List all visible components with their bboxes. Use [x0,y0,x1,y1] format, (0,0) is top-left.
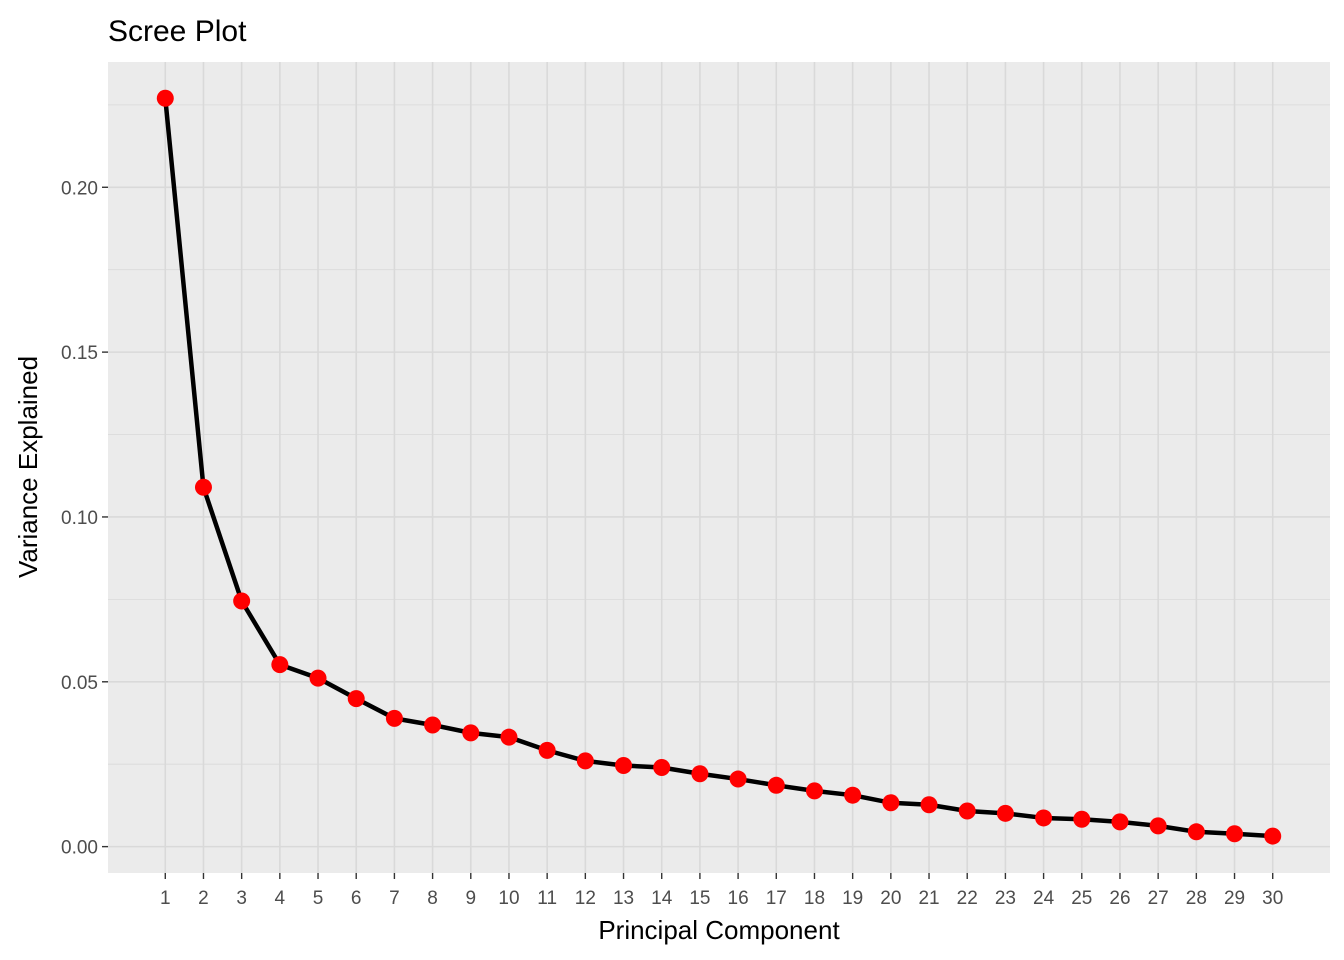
data-point [996,804,1014,822]
data-point [615,757,633,775]
y-tick-label: 0.05 [61,673,98,694]
x-tick-label: 21 [918,888,939,909]
data-point [194,478,212,496]
x-tick-label: 16 [728,888,749,909]
x-tick-label: 7 [389,888,400,909]
x-tick-label: 29 [1224,888,1245,909]
x-tick-label: 15 [689,888,710,909]
x-tick-label: 26 [1109,888,1130,909]
data-point [271,656,289,674]
x-tick-label: 14 [651,888,673,909]
y-tick-label: 0.10 [61,508,98,529]
data-point [309,669,327,687]
data-point [1073,810,1091,828]
x-tick-label: 12 [575,888,596,909]
data-point [920,796,938,814]
data-point [576,752,594,770]
x-tick-label: 28 [1186,888,1207,909]
data-point [462,724,480,742]
x-tick-label: 22 [957,888,978,909]
data-point [156,89,174,107]
data-point [1111,813,1129,831]
data-point [233,592,251,610]
axes: 0.000.050.100.150.201 2 3 4 5 6 7 8 9 10 11 12 13 14 1… [61,178,1283,909]
data-point [385,709,403,727]
data-point [767,776,785,794]
data-point [1264,827,1282,845]
y-tick-label: 0.15 [61,343,98,364]
data-point [805,782,823,800]
x-tick-label: 8 [427,888,438,909]
data-point [1226,825,1244,843]
data-point [958,802,976,820]
x-tick-label: 24 [1033,888,1055,909]
y-axis-title: Variance Explained [13,356,43,578]
y-tick-label: 0.20 [61,178,98,199]
x-tick-label: 20 [880,888,901,909]
data-point [1149,817,1167,835]
x-tick-label: 5 [313,888,324,909]
series-layer [156,89,1282,845]
x-tick-label: 9 [465,888,476,909]
x-tick-label: 6 [351,888,362,909]
chart-title: Scree Plot [108,15,247,48]
x-tick-label: 1 [160,888,171,909]
data-point [653,759,671,777]
data-point [882,794,900,812]
data-point [1187,823,1205,841]
x-tick-label: 27 [1148,888,1169,909]
data-point [844,786,862,804]
x-tick-label: 30 [1262,888,1283,909]
x-tick-label: 13 [613,888,634,909]
data-point [691,765,709,783]
x-tick-label: 19 [842,888,863,909]
x-tick-label: 10 [498,888,519,909]
data-point [1035,809,1053,827]
x-tick-label: 11 [537,888,557,909]
data-point [424,716,442,734]
grid-lines [108,62,1330,873]
x-tick-label: 4 [275,888,286,909]
x-tick-label: 25 [1071,888,1092,909]
x-tick-label: 2 [198,888,209,909]
x-tick-label: 18 [804,888,825,909]
data-point [347,690,365,708]
x-axis-title: Principal Component [598,915,840,945]
y-tick-label: 0.00 [61,838,98,859]
data-point [538,741,556,759]
x-tick-label: 23 [995,888,1016,909]
data-point [729,770,747,788]
x-tick-label: 3 [236,888,247,909]
x-tick-label: 17 [766,888,787,909]
plot-panel [108,62,1330,873]
data-point [500,728,518,746]
